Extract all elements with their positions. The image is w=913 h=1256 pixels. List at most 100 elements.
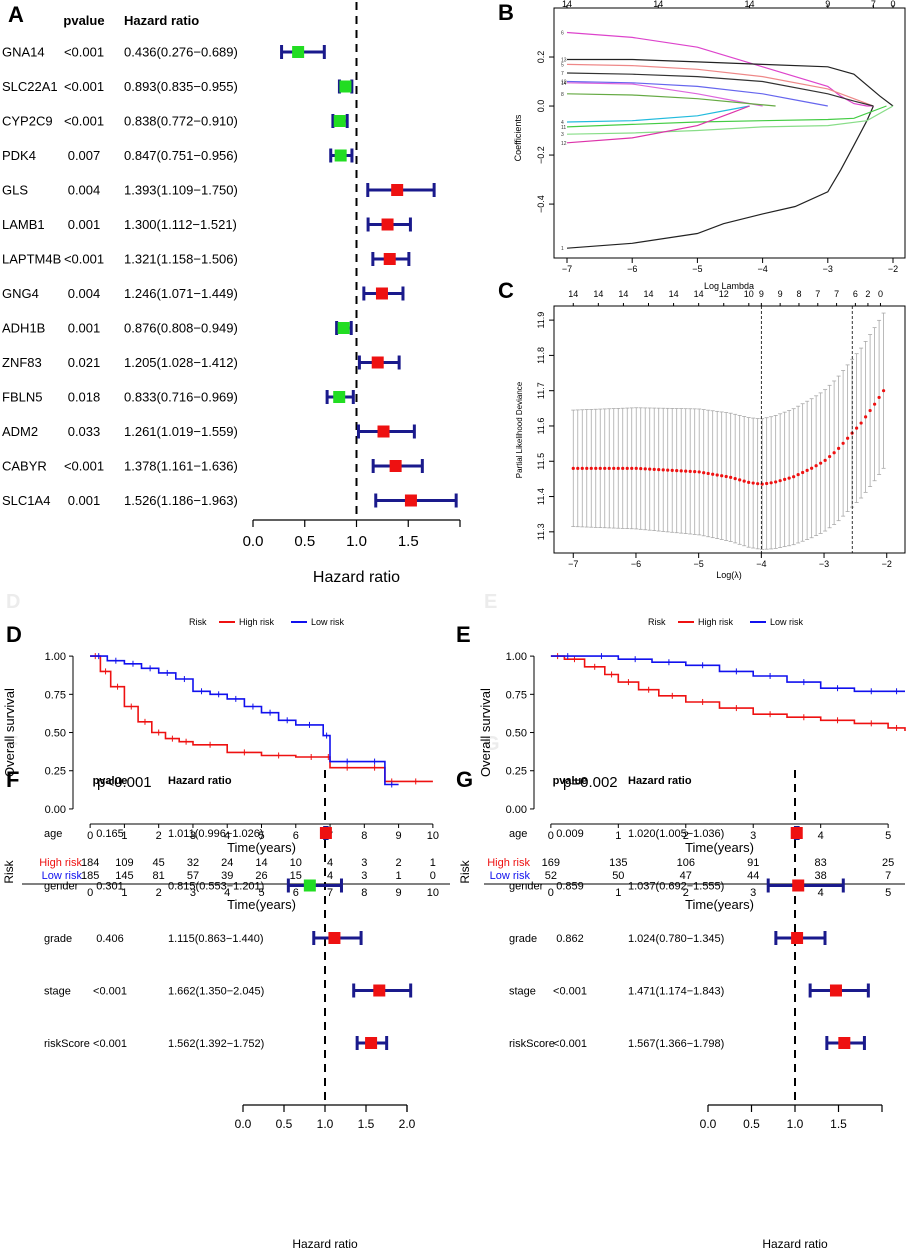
row-label: grade: [509, 933, 537, 945]
x-tick-label: 1.0: [346, 533, 367, 550]
deviance-point: [873, 402, 877, 406]
deviance-point: [855, 426, 859, 430]
row-hazard-ratio-text: 0.893(0.835−0.955): [124, 79, 238, 94]
coefficient-path: [566, 105, 750, 123]
deviance-point: [576, 466, 580, 470]
top-tick-label: 9: [825, 0, 830, 9]
deviance-point: [598, 466, 602, 470]
risk-table-count: 1: [396, 870, 402, 882]
coefficient-path: [566, 105, 750, 144]
y-tick-label: 0.50: [45, 728, 66, 740]
x-tick-label: 0.5: [294, 533, 315, 550]
row-hazard-ratio-text: 0.833(0.716−0.969): [124, 390, 238, 405]
y-tick-label: 0.00: [45, 804, 66, 816]
risk-table-xlabel: Time(years): [227, 897, 296, 912]
risk-table-count: 0: [430, 870, 436, 882]
risk-table-count: 44: [747, 870, 759, 882]
deviance-point: [877, 395, 881, 400]
row-label: FBLN5: [2, 390, 42, 405]
x-tick-label: 5: [885, 830, 891, 842]
deviance-point: [594, 466, 598, 470]
deviance-point: [697, 470, 701, 474]
hazard-ratio-box: [371, 356, 384, 369]
y-axis-label: Coefficients: [513, 114, 523, 161]
hazard-ratio-header: Hazard ratio: [628, 775, 692, 787]
panel-label-f-shadow: F: [6, 733, 18, 755]
y-tick-label: 11.3: [536, 523, 546, 540]
x-tick-label: −2: [888, 264, 898, 274]
deviance-point: [652, 467, 656, 471]
coefficient-path: [566, 93, 776, 107]
x-tick-label: 0.5: [743, 1117, 760, 1131]
x-tick-label: 6: [293, 830, 299, 842]
hazard-ratio-box: [365, 1037, 378, 1049]
risk-table-count: 106: [677, 857, 695, 869]
hazard-ratio-box: [375, 287, 388, 300]
x-axis-label: Time(years): [685, 840, 754, 855]
row-hazard-ratio-text: 1.393(1.109−1.750): [124, 183, 238, 198]
risk-table-title: Risk: [458, 859, 472, 883]
row-hazard-ratio-text: 1.567(1.366−1.798): [628, 1038, 724, 1050]
x-tick-label: −6: [627, 264, 637, 274]
x-tick-label: 3: [190, 830, 196, 842]
x-tick-label: 8: [361, 830, 367, 842]
risk-table-time-label: 8: [361, 887, 367, 899]
x-tick-label: 1.5: [830, 1117, 847, 1131]
row-hazard-ratio-text: 1.020(1.005−1.036): [628, 828, 724, 840]
panel-label-d-shadow: D: [6, 591, 20, 613]
coefficient-path-label: 5: [561, 62, 564, 68]
row-label: gender: [509, 880, 544, 892]
x-tick-label: −4: [756, 559, 766, 569]
panel-label-a: A: [8, 2, 24, 27]
deviance-point: [756, 482, 760, 486]
coefficient-path-label: 13: [561, 57, 567, 63]
deviance-point: [675, 469, 679, 473]
coefficient-path-label: 7: [561, 71, 564, 77]
legend-title: Risk: [648, 617, 666, 627]
row-pvalue: 0.033: [68, 424, 101, 439]
deviance-point: [742, 479, 746, 483]
row-label: LAMB1: [2, 217, 45, 232]
top-tick-label: 7: [834, 289, 839, 299]
row-pvalue: 0.004: [68, 286, 101, 301]
forest-plot-f: pvalue Hazard ratio age 0.165 1.011(0.996−1.…: [44, 770, 416, 1251]
pvalue-annotation: p<0.001: [97, 774, 152, 791]
x-tick-label: −5: [692, 264, 702, 274]
deviance-point: [783, 477, 787, 481]
y-axis-label: Partial Likelihood Deviance: [515, 381, 524, 478]
x-tick-label: 0: [87, 830, 93, 842]
risk-table-time-label: 3: [190, 887, 196, 899]
row-pvalue: 0.862: [556, 933, 584, 945]
coefficient-path: [566, 105, 894, 135]
deviance-point: [684, 469, 688, 473]
y-tick-label: 0.50: [506, 728, 527, 740]
risk-table-count: 145: [115, 870, 133, 882]
deviance-point: [688, 469, 692, 473]
deviance-point: [792, 475, 796, 479]
risk-table-count: 4: [327, 857, 333, 869]
risk-table-time-label: 2: [683, 887, 689, 899]
row-pvalue: <0.001: [64, 459, 104, 474]
top-tick-label: 6: [853, 289, 858, 299]
y-tick-label: 11.5: [536, 453, 546, 470]
risk-table-count: 38: [815, 870, 827, 882]
row-hazard-ratio-text: 1.115(0.863−1.440): [168, 933, 264, 945]
x-axis-label: Time(years): [227, 840, 296, 855]
risk-table-count: 91: [747, 857, 759, 869]
risk-table-count: 10: [290, 857, 302, 869]
row-pvalue: 0.001: [68, 321, 101, 336]
x-tick-label: 1: [615, 830, 621, 842]
hazard-ratio-box: [381, 218, 394, 231]
y-tick-label: 0.00: [506, 804, 527, 816]
x-tick-label: 2: [683, 830, 689, 842]
x-tick-label: −3: [819, 559, 829, 569]
hazard-ratio-box: [791, 932, 804, 944]
risk-table-count: 109: [115, 857, 133, 869]
row-label: PDK4: [2, 148, 36, 163]
top-tick-label: 2: [865, 289, 870, 299]
coefficient-path-label: 8: [561, 92, 564, 98]
row-label: SLC1A4: [2, 493, 50, 508]
risk-table-count: 25: [882, 857, 894, 869]
forest-plot-g: pvalue Hazard ratio age 0.009 1.020(1.005−1.…: [509, 770, 883, 1251]
deviance-point: [841, 441, 845, 445]
